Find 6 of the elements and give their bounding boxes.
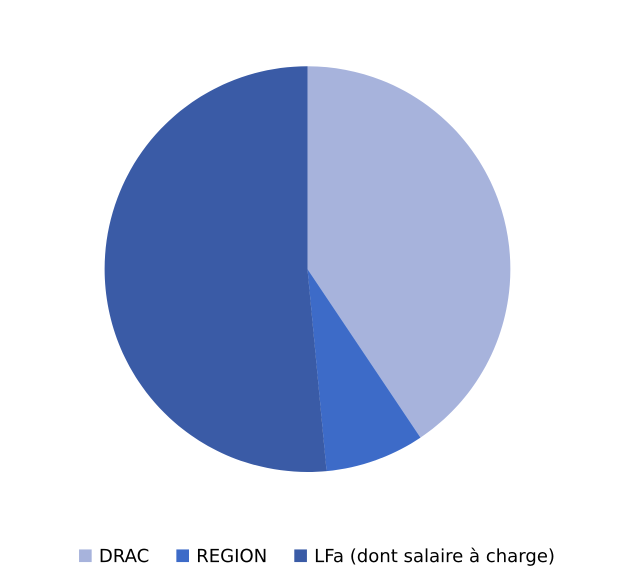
pie-slice [104,66,327,472]
pie-slice [307,66,510,438]
legend-label: LFa (dont salaire à charge) [316,548,554,566]
legend-label: DRAC [100,548,148,562]
pie-slice [307,269,420,472]
legend-label: REGION [198,548,266,562]
